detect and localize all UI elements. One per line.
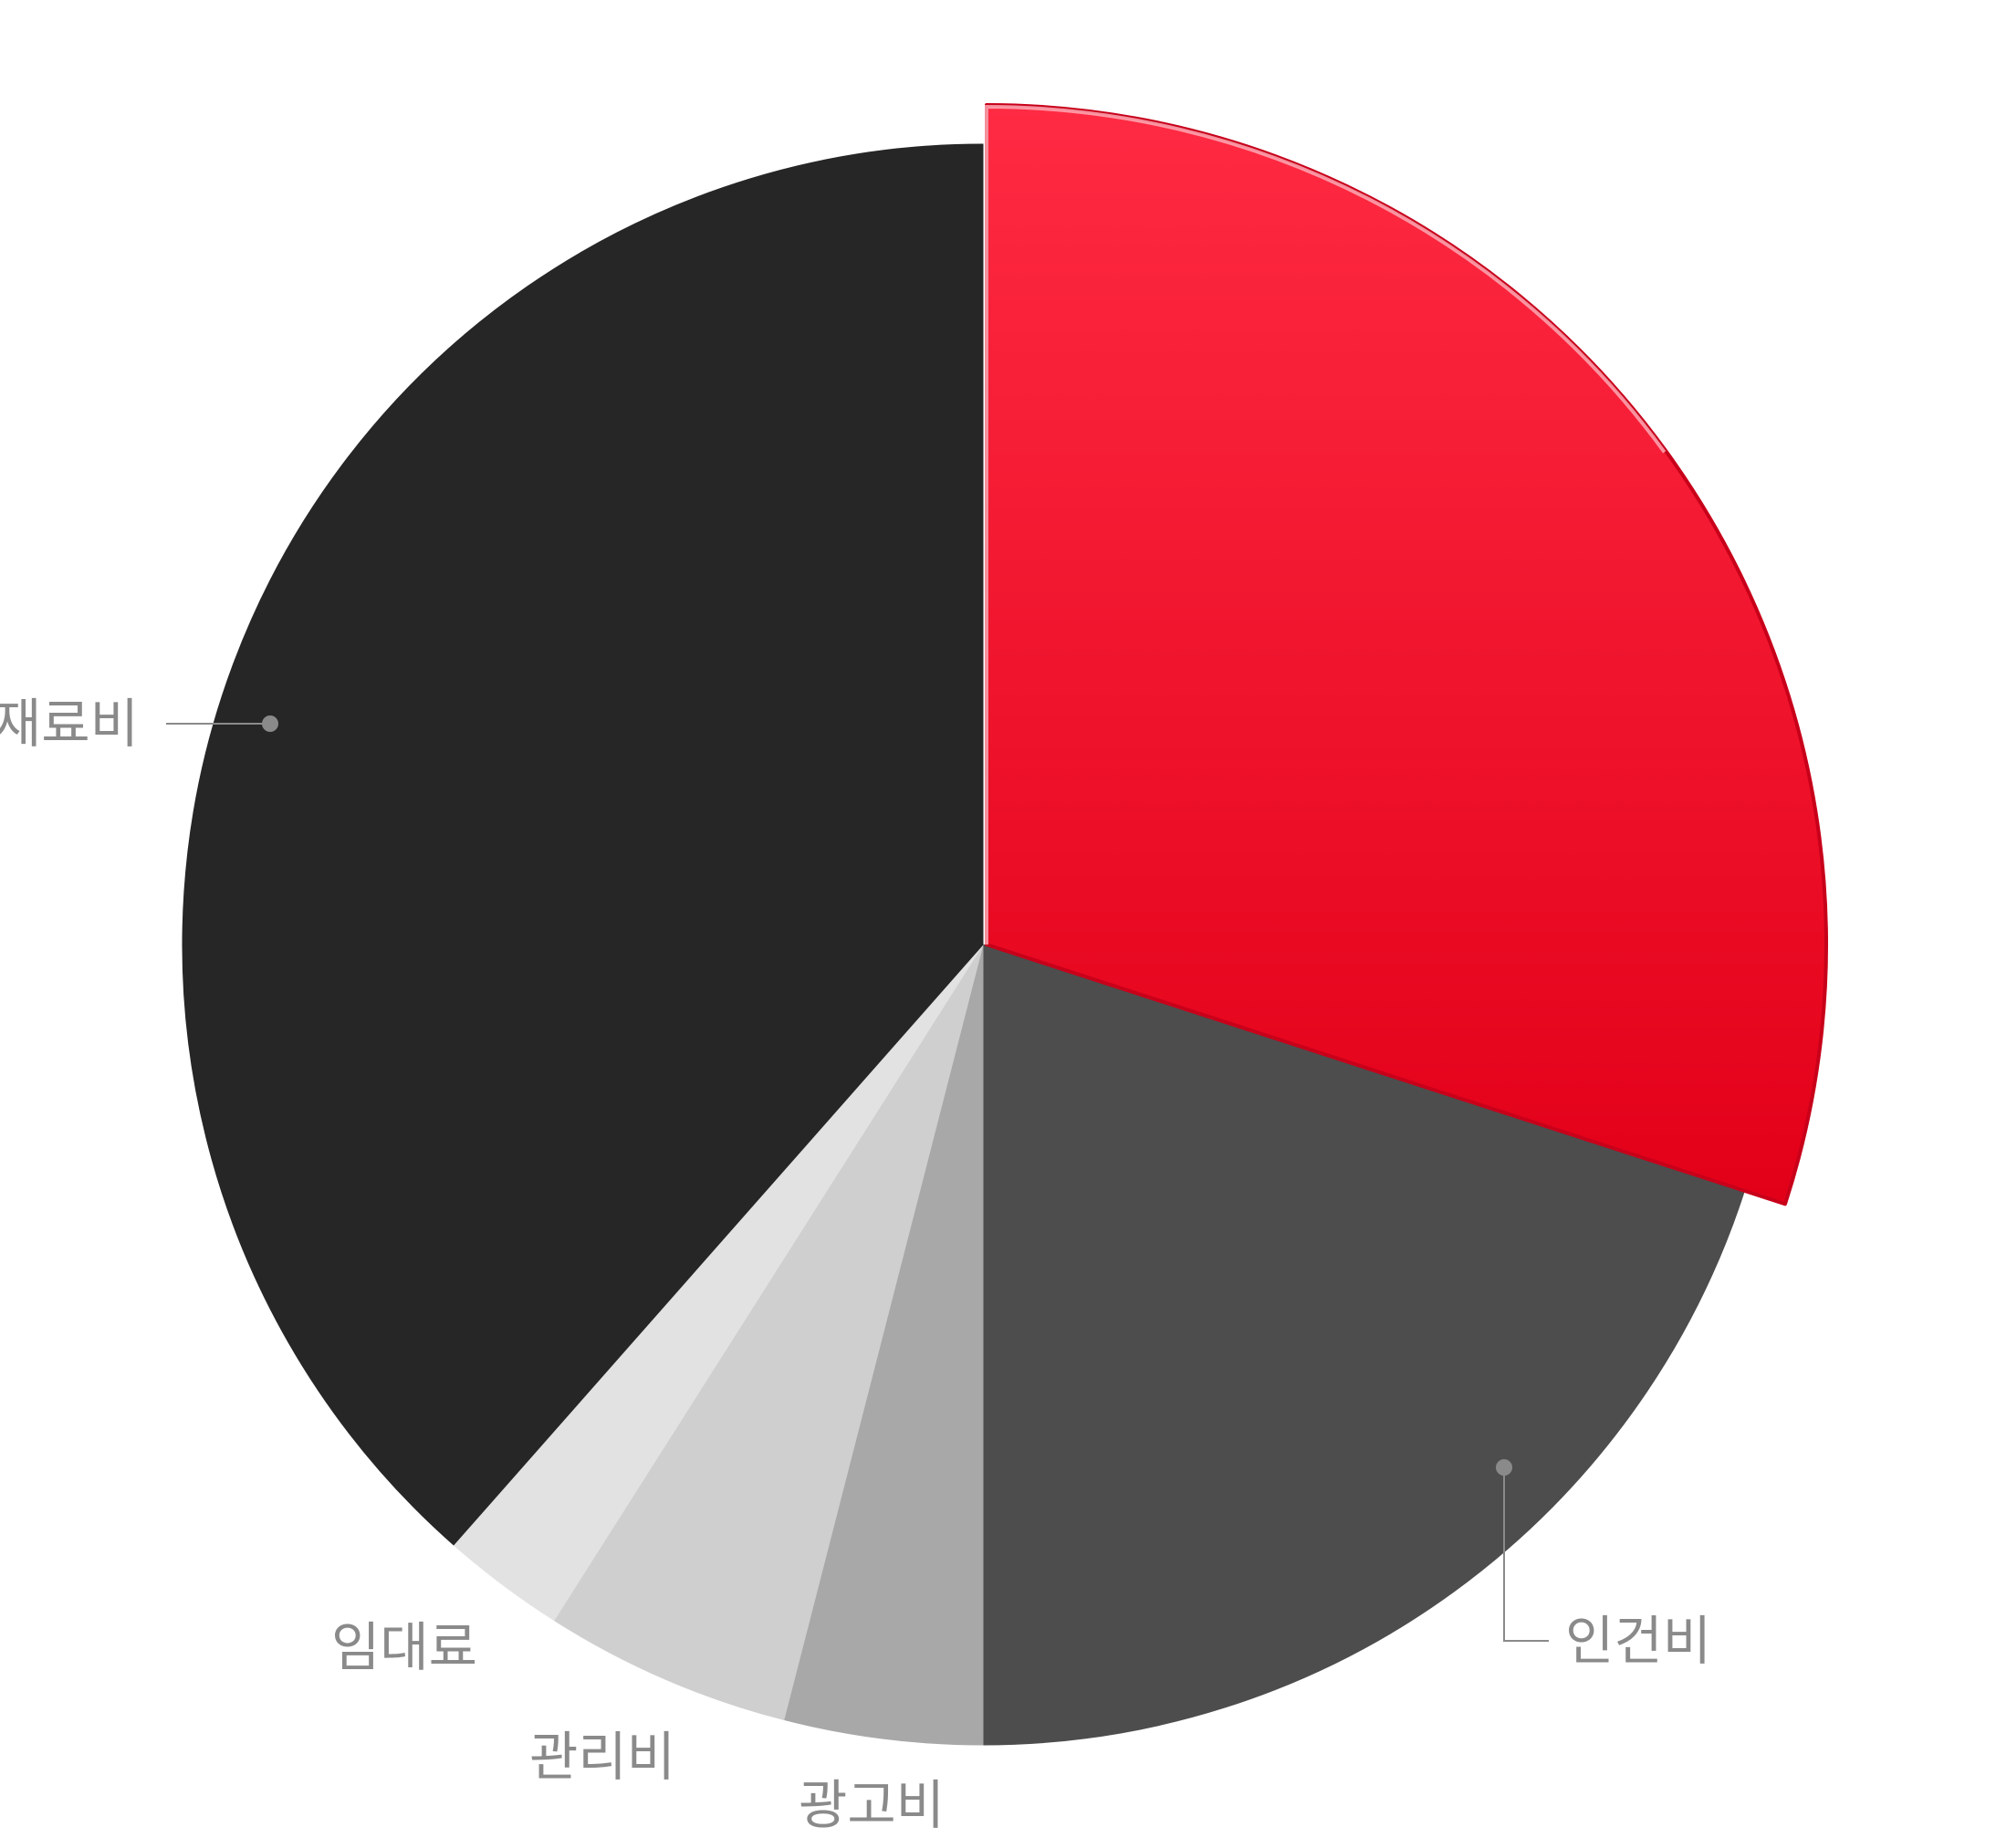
- pie-slices: [182, 103, 1828, 1746]
- slice-label-5: 재료비: [0, 693, 139, 755]
- pie-slice-5: [182, 143, 984, 1546]
- pie-slice-highlight: [985, 104, 1667, 945]
- pie-slice-1: [982, 944, 1745, 1746]
- slice-label-3: 관리비: [529, 1726, 675, 1788]
- leader-line-1: [1503, 1467, 1549, 1642]
- leader-dot-5: [262, 715, 278, 732]
- pie-slice-2: [783, 944, 984, 1746]
- slice-label-4: 임대료: [331, 1616, 477, 1678]
- leader-dot-1: [1496, 1459, 1512, 1476]
- pie-slice-3: [553, 944, 984, 1721]
- slice-label-1: 인건비: [1565, 1610, 1711, 1672]
- slice-label-2: 광고비: [799, 1774, 945, 1836]
